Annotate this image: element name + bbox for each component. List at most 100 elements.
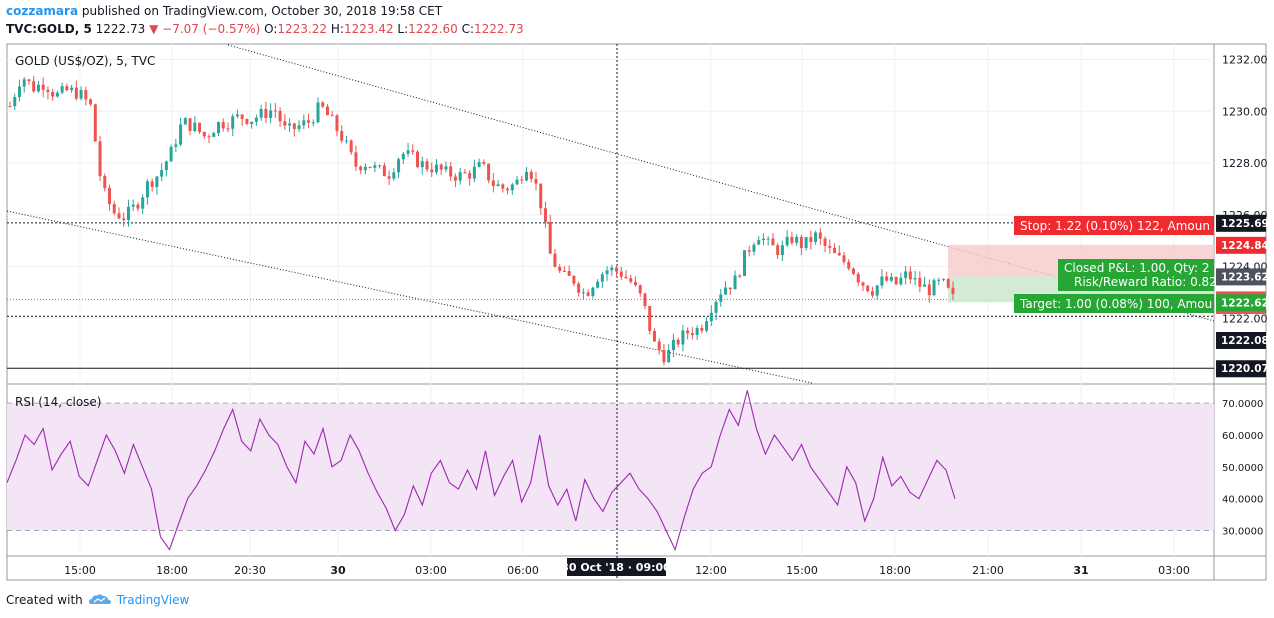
candle-body <box>141 197 145 209</box>
main-pane-title: GOLD (US$/OZ), 5, TVC <box>15 54 155 68</box>
candle-body <box>434 164 438 173</box>
candle-body <box>766 238 770 240</box>
candle-body <box>709 312 713 322</box>
candle-body <box>572 275 576 284</box>
candle-body <box>136 204 140 209</box>
low-label: L: <box>397 22 409 36</box>
candle-body <box>65 86 69 91</box>
target-label-box <box>1014 294 1214 313</box>
candle-body <box>932 280 936 296</box>
candle-body <box>880 276 884 286</box>
candle-body <box>690 333 694 336</box>
candle-body <box>676 339 680 345</box>
candle-body <box>174 144 178 147</box>
candle-body <box>496 184 500 187</box>
time-tick-label: 18:00 <box>879 564 911 577</box>
candle-body <box>487 163 491 181</box>
candle-body <box>406 150 410 154</box>
candle-body <box>179 124 183 145</box>
candle-body <box>126 206 130 221</box>
candle-body <box>539 183 543 209</box>
candle-body <box>558 266 562 271</box>
candle-body <box>742 250 746 276</box>
rsi-line <box>6 390 956 552</box>
candle-body <box>738 275 742 277</box>
candle-body <box>349 140 353 153</box>
candle-body <box>799 236 803 248</box>
candle-body <box>382 165 386 177</box>
candle-body <box>292 123 296 130</box>
candle-body <box>714 301 718 313</box>
footer: Created with TradingView <box>6 592 189 608</box>
candle-body <box>259 108 263 118</box>
candle-body <box>705 321 709 331</box>
candle-body <box>416 151 420 168</box>
candle-body <box>548 222 552 254</box>
candle-body <box>913 278 917 280</box>
rsi-pane-title: RSI (14, close) <box>15 395 101 409</box>
candle-body <box>273 110 277 112</box>
candle-body <box>856 273 860 283</box>
candle-body <box>657 341 661 351</box>
candle-body <box>93 104 97 142</box>
candle-body <box>103 176 107 189</box>
candle-body <box>311 122 315 124</box>
time-tick-label: 03:00 <box>1158 564 1190 577</box>
candle-body <box>46 89 50 93</box>
rsi-tick-label: 60.0000 <box>1222 431 1263 442</box>
candle-body <box>387 176 391 179</box>
tradingview-link[interactable]: TradingView <box>116 593 190 607</box>
candle-body <box>155 176 159 188</box>
candle-body <box>610 267 614 271</box>
closed-pnl-label: Closed P&L: 1.00, Qty: 2 <box>1064 261 1209 275</box>
candle-body <box>586 292 590 296</box>
candle-body <box>757 240 761 245</box>
candle-body <box>795 236 799 243</box>
candle-body <box>330 115 334 117</box>
candle-body <box>283 121 287 126</box>
price-tick-label: 1228.00 <box>1222 157 1268 170</box>
candle-body <box>615 267 619 272</box>
candle-body <box>662 350 666 363</box>
candle-body <box>8 106 12 108</box>
time-tick-label: 20:30 <box>234 564 266 577</box>
rsi-tick-label: 50.0000 <box>1222 463 1263 474</box>
candle-body <box>809 237 813 242</box>
candle-body <box>297 125 301 130</box>
candle-body <box>193 122 197 131</box>
close-value: 1222.73 <box>474 22 524 36</box>
candle-body <box>354 152 358 167</box>
candle-body <box>74 87 78 99</box>
rsi-band <box>7 403 1214 531</box>
candle-body <box>629 278 633 282</box>
rsi-tick-label: 30.0000 <box>1222 527 1263 538</box>
candle-body <box>32 81 36 92</box>
candle-body <box>885 276 889 281</box>
author-name[interactable]: cozzamara <box>6 4 79 18</box>
candle-body <box>619 271 623 277</box>
candle-body <box>36 84 40 92</box>
stop-label: Stop: 1.22 (0.10%) 122, Amoun <box>1020 219 1210 233</box>
candle-body <box>842 255 846 262</box>
candle-body <box>278 111 282 122</box>
candle-body <box>529 171 533 180</box>
candle-body <box>695 328 699 336</box>
candle-body <box>245 118 249 124</box>
candle-body <box>861 282 865 286</box>
candle-body <box>733 275 737 290</box>
candle-body <box>41 84 45 90</box>
crosshair-time-label: 30 Oct '18 · 09:00 <box>561 561 671 574</box>
price-tag-low2-box <box>1216 360 1266 378</box>
stop-label-box <box>1014 216 1214 235</box>
candle-body <box>482 162 486 164</box>
candle-body <box>837 253 841 256</box>
open-value: 1223.22 <box>277 22 328 36</box>
pnl-label-box <box>1058 259 1214 291</box>
price-tag-open: 1223.62 <box>1221 271 1269 283</box>
candle-body <box>648 306 652 331</box>
time-tick-label: 21:00 <box>972 564 1004 577</box>
candle-body <box>122 218 126 221</box>
candle-body <box>818 232 822 239</box>
published-text: published on TradingView.com, October 30… <box>81 4 443 18</box>
